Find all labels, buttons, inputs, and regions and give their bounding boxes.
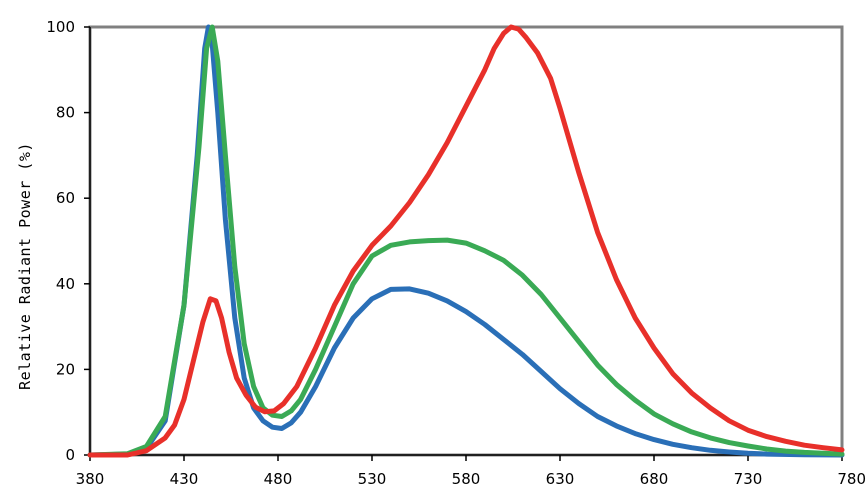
series-layer — [87, 24, 845, 458]
y-tick-label: 0 — [65, 446, 75, 464]
x-tick-label: 380 — [76, 470, 105, 488]
x-tick-label: 530 — [358, 470, 387, 488]
x-tick-labels: 380 430 480 530 580 630 680 730 780 — [76, 470, 866, 488]
y-tick-label: 80 — [56, 104, 75, 122]
x-tick-label: 580 — [452, 470, 481, 488]
y-tick-labels: 0 20 40 60 80 100 — [46, 18, 75, 464]
x-tick-label: 630 — [546, 470, 575, 488]
y-axis-title: Relative Radiant Power (%) — [16, 142, 34, 390]
x-tick-label: 430 — [170, 470, 199, 488]
x-tick-label: 680 — [640, 470, 669, 488]
y-tick-label: 100 — [46, 18, 75, 36]
y-tick-label: 60 — [56, 189, 75, 207]
x-tick-label: 480 — [264, 470, 293, 488]
y-tick-label: 40 — [56, 275, 75, 293]
green-spectrum-line — [87, 24, 845, 458]
x-tick-marks — [89, 455, 843, 461]
y-tick-label: 20 — [56, 360, 75, 378]
x-tick-label: 780 — [837, 470, 866, 488]
red-spectrum-line — [87, 24, 845, 458]
x-tick-label: 730 — [734, 470, 763, 488]
